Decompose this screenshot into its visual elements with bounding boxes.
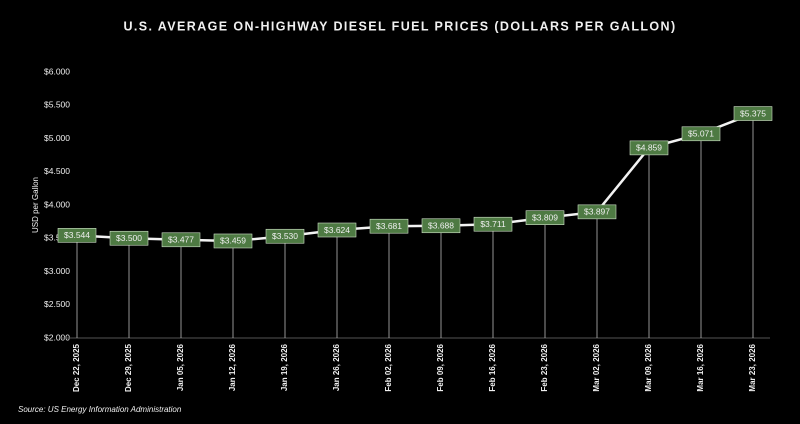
data-label: $3.688	[428, 220, 454, 230]
data-label-box	[681, 126, 721, 142]
x-tick-label: Dec 29, 2025	[124, 343, 133, 392]
data-label: $5.071	[688, 129, 714, 139]
data-label-box	[317, 222, 357, 238]
data-label-box	[733, 106, 773, 121]
data-label-box	[161, 232, 201, 248]
data-label: $3.624	[324, 225, 350, 235]
x-tick-label: Feb 16, 2026	[488, 343, 497, 391]
data-label: $3.711	[480, 219, 506, 229]
y-tick-label: $2.500	[44, 299, 70, 309]
x-tick-label: Feb 09, 2026	[436, 343, 445, 391]
y-axis-title: USD per Gallon	[31, 177, 40, 233]
data-label: $3.530	[272, 231, 298, 241]
data-label-box	[57, 228, 97, 243]
data-label-box	[265, 228, 305, 244]
data-label-box	[629, 140, 669, 156]
data-label: $5.375	[740, 108, 766, 118]
data-label: $3.459	[220, 236, 246, 246]
x-tick-label: Feb 02, 2026	[384, 343, 393, 391]
data-label-box	[421, 218, 461, 234]
x-tick-label: Mar 23, 2026	[748, 343, 757, 391]
x-tick-label: Mar 16, 2026	[696, 343, 705, 391]
y-tick-label: $4.500	[44, 166, 70, 176]
data-label: $3.681	[376, 221, 402, 231]
data-label: $3.477	[168, 235, 194, 245]
data-label-box	[525, 210, 565, 226]
data-label-box	[109, 230, 149, 246]
x-tick-label: Jan 12, 2026	[228, 343, 237, 391]
x-tick-label: Mar 02, 2026	[592, 343, 601, 391]
y-tick-label: $3.000	[44, 266, 70, 276]
data-label: $3.897	[584, 207, 610, 217]
data-label-box	[473, 216, 513, 232]
x-tick-label: Jan 19, 2026	[280, 343, 289, 391]
data-label: $3.809	[532, 212, 558, 222]
x-tick-label: Jan 05, 2026	[176, 343, 185, 391]
data-label-box	[213, 233, 253, 249]
x-tick-label: Feb 23, 2026	[540, 343, 549, 391]
x-tick-label: Jan 26, 2026	[332, 343, 341, 391]
source-note: Source: US Energy Information Administra…	[18, 405, 182, 414]
data-label-box	[369, 218, 409, 234]
data-label-box	[577, 204, 617, 220]
y-tick-label: $3.500	[44, 233, 70, 243]
y-tick-label: $6.000	[44, 66, 70, 76]
y-tick-label: $2.000	[44, 332, 70, 342]
y-tick-label: $5.000	[44, 133, 70, 143]
data-label: $3.500	[116, 233, 142, 243]
y-tick-label: $5.500	[44, 100, 70, 110]
x-tick-label: Mar 09, 2026	[644, 343, 653, 391]
y-tick-label: $4.000	[44, 199, 70, 209]
x-tick-label: Dec 22, 2025	[72, 343, 81, 392]
chart-title: U.S. AVERAGE ON-HIGHWAY DIESEL FUEL PRIC…	[123, 19, 676, 33]
data-label: $3.544	[64, 230, 90, 240]
data-label: $4.859	[636, 143, 662, 153]
